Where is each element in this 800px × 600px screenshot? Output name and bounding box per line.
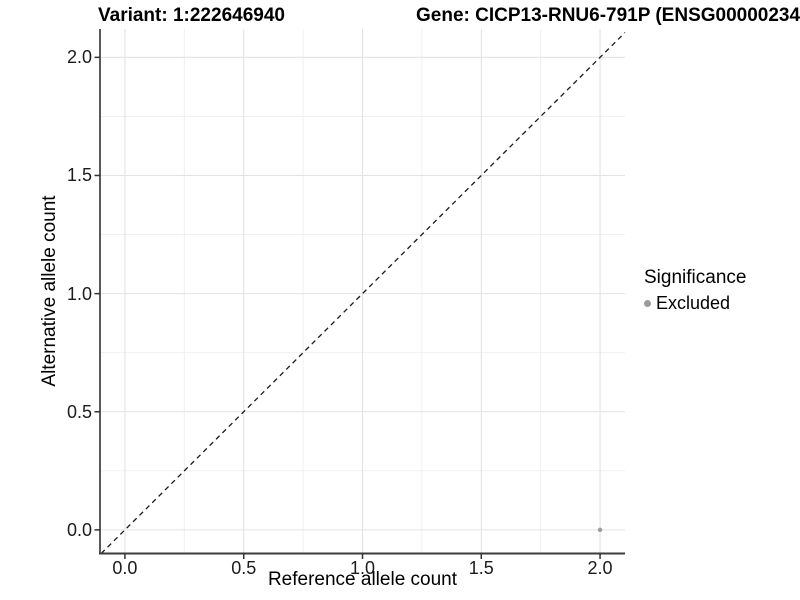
x-tick-label: 1.0 xyxy=(349,558,376,578)
x-tick-label: 2.0 xyxy=(587,558,613,578)
legend: Significance Excluded xyxy=(644,266,746,314)
plot-title-variant: Variant: 1:222646940 xyxy=(98,5,285,26)
plot-title-gene: Gene: CICP13-RNU6-791P (ENSG0000023441 xyxy=(416,5,800,26)
y-tick-label: 1.0 xyxy=(66,283,92,304)
x-tick-label: 1.5 xyxy=(468,558,494,578)
y-tick-label: 0.5 xyxy=(66,401,92,422)
legend-key-dot-icon xyxy=(644,300,651,307)
y-tick-label: 0.0 xyxy=(66,519,92,540)
legend-item-label: Excluded xyxy=(656,293,731,313)
legend-title: Significance xyxy=(644,267,747,288)
y-tick-label: 1.5 xyxy=(66,165,92,186)
data-point xyxy=(597,527,603,533)
legend-item: Excluded xyxy=(644,293,746,314)
x-tick-label: 0.0 xyxy=(112,558,138,578)
identity-line xyxy=(100,32,626,554)
x-axis-label: Reference allele count xyxy=(267,569,458,590)
y-tick-label: 2.0 xyxy=(66,47,92,68)
x-tick-label: 0.5 xyxy=(231,558,257,578)
